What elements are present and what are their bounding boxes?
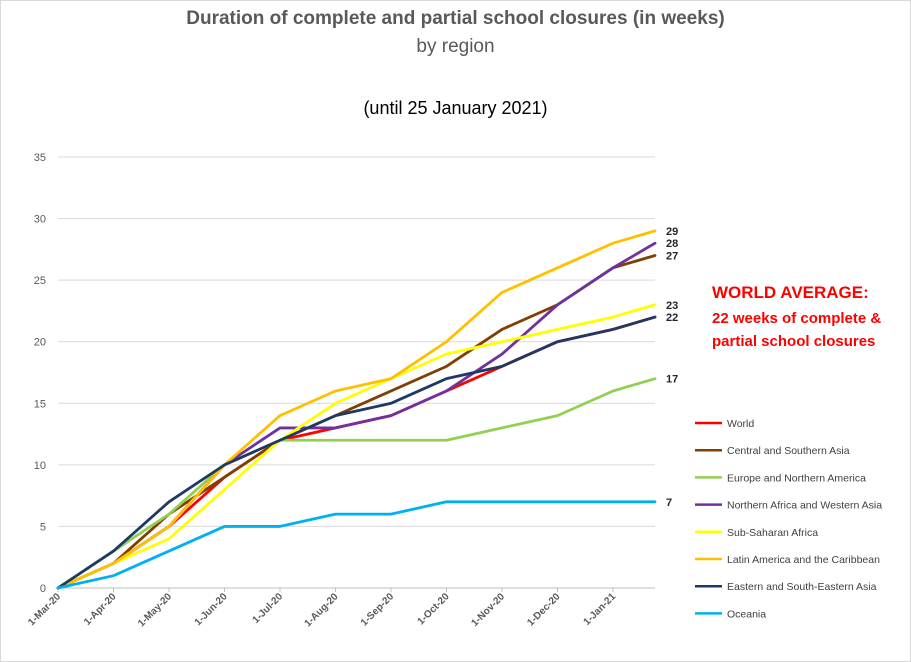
x-tick-label: 1-May-20 — [136, 591, 174, 629]
legend-label: Europe and Northern America — [727, 472, 866, 484]
legend-label: Northern Africa and Western Asia — [727, 500, 882, 512]
legend-label: Eastern and South-Eastern Asia — [727, 581, 877, 593]
x-tick-label: 1-Jul-20 — [251, 591, 286, 626]
x-tick-label: 1-Nov-20 — [469, 591, 507, 629]
x-tick-label: 1-Mar-20 — [26, 591, 63, 628]
end-value-label: 27 — [666, 251, 678, 263]
world-average-heading: WORLD AVERAGE: — [712, 283, 869, 302]
legend-label: Latin America and the Caribbean — [727, 554, 880, 566]
x-tick-label: 1-Jun-20 — [193, 591, 230, 628]
x-tick-label: 1-Oct-20 — [416, 591, 452, 627]
end-value-label: 22 — [666, 312, 678, 324]
legend-label: Sub-Saharan Africa — [727, 527, 818, 539]
y-tick-label: 30 — [34, 214, 46, 226]
series-line-central-and-southern-asia — [56, 254, 657, 590]
end-value-label: 23 — [666, 300, 678, 312]
end-value-label: 28 — [666, 238, 678, 250]
series-line-northern-africa-and-western-asia — [56, 241, 657, 590]
chart-title: Duration of complete and partial school … — [186, 8, 725, 29]
chart-note: (until 25 January 2021) — [363, 98, 548, 118]
y-tick-label: 15 — [34, 398, 46, 410]
series-line-oceania — [56, 500, 657, 590]
end-value-label: 7 — [666, 497, 672, 509]
y-tick-label: 25 — [34, 275, 46, 287]
series-line-latin-america-and-the-caribbean — [56, 229, 657, 590]
x-tick-label: 1-Sep-20 — [359, 591, 397, 629]
series-line-eastern-and-south-eastern-asia — [56, 315, 657, 590]
series-line-sub-saharan-africa — [56, 303, 657, 590]
legend-label: Central and Southern Asia — [727, 445, 850, 457]
x-tick-label: 1-Apr-20 — [82, 591, 119, 628]
series-line-europe-and-northern-america — [56, 377, 657, 590]
y-tick-label: 10 — [34, 460, 46, 472]
x-tick-label: 1-Dec-20 — [525, 591, 563, 629]
chart-subtitle: by region — [416, 36, 495, 57]
legend-label: World — [727, 418, 754, 430]
legend-label: Oceania — [727, 608, 766, 620]
y-tick-label: 20 — [34, 337, 46, 349]
end-value-label: 17 — [666, 374, 678, 386]
y-tick-label: 0 — [40, 583, 46, 595]
end-value-label: 29 — [666, 226, 678, 238]
y-tick-label: 5 — [40, 521, 46, 533]
world-average-text: 22 weeks of complete & partial school cl… — [712, 310, 882, 350]
x-tick-label: 1-Jan-21 — [582, 591, 619, 628]
y-tick-label: 35 — [34, 152, 46, 164]
x-tick-label: 1-Aug-20 — [303, 591, 341, 629]
